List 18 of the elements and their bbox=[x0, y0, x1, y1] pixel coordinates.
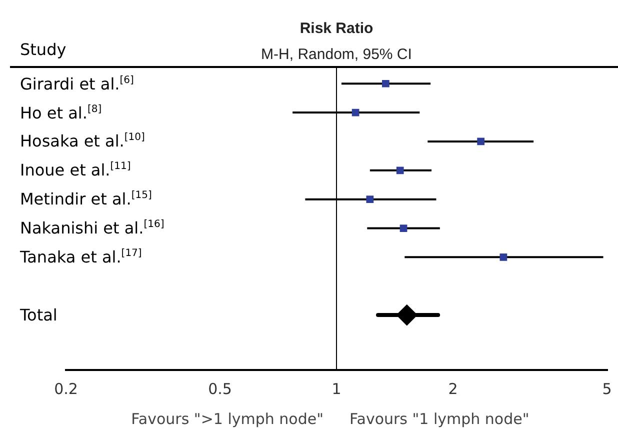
y-tick-label: Total bbox=[20, 306, 58, 325]
x-tick-label: 0.2 bbox=[54, 380, 78, 398]
text: Favours ">1 lymph node" bbox=[131, 410, 324, 428]
y-axis-title: Study bbox=[20, 40, 66, 59]
y-tick-label: Metindir et al.$^{[15]}$ bbox=[20, 190, 152, 209]
y-tick-label: Hosaka et al.$^{[10]}$ bbox=[20, 132, 145, 151]
x-tick-label: 2 bbox=[448, 380, 458, 398]
x-tick-label: 5 bbox=[602, 380, 612, 398]
y-tick-label: Nakanishi et al.$^{[16]}$ bbox=[20, 218, 164, 238]
y-tick-label: Tanaka et al.$^{[17]}$ bbox=[20, 248, 142, 267]
y-tick-label: Girardi et al.$^{[6]}$ bbox=[20, 74, 134, 94]
y-tick-label: Inoue et al.$^{[11]}$ bbox=[20, 160, 131, 180]
y-tick-label: Ho et al.$^{[8]}$ bbox=[20, 103, 102, 122]
chart-title: Risk Ratio bbox=[300, 20, 374, 37]
x-tick-label: 1 bbox=[332, 380, 342, 398]
text: Favours "1 lymph node" bbox=[350, 410, 530, 428]
chart-subtitle: M-H, Random, 95% CI bbox=[261, 46, 412, 63]
x-tick-label: 0.5 bbox=[208, 380, 232, 398]
